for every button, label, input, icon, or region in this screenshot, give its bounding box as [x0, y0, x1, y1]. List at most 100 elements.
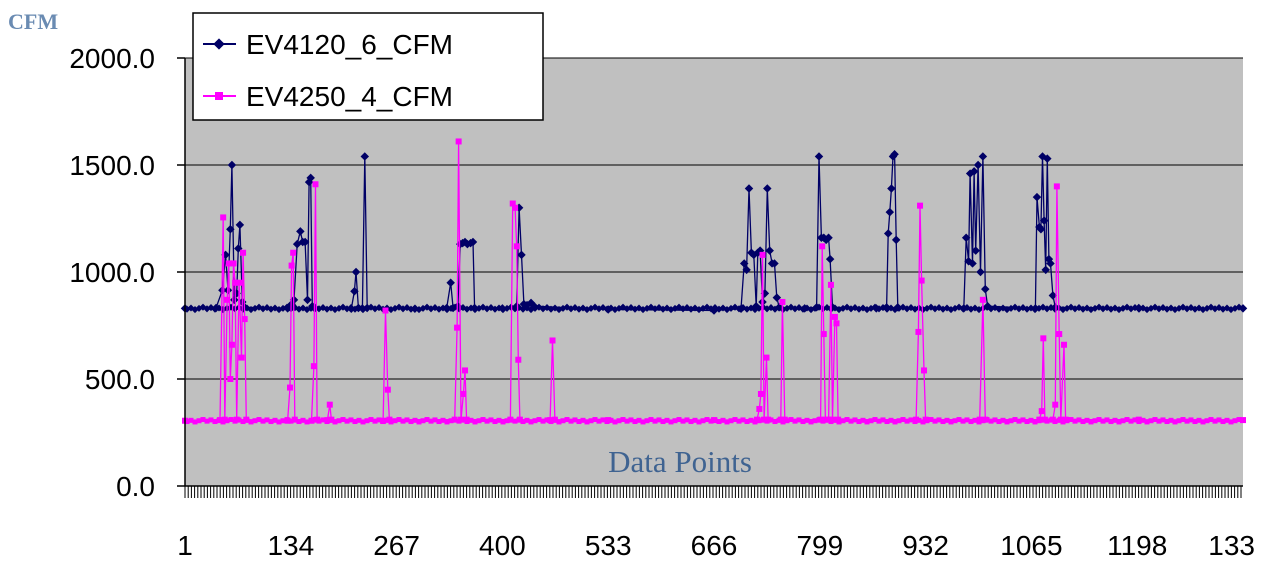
- series-marker: [551, 416, 558, 423]
- series-marker: [772, 419, 778, 425]
- series-marker: [232, 279, 239, 286]
- series-marker: [332, 419, 338, 425]
- series-marker: [761, 416, 768, 423]
- series-marker: [880, 417, 886, 423]
- series-marker: [893, 303, 903, 312]
- series-marker: [952, 418, 958, 424]
- series-marker: [740, 417, 746, 423]
- series-marker: [825, 254, 835, 264]
- series-marker: [238, 354, 245, 361]
- x-tick-label: 400: [479, 530, 526, 561]
- series-marker: [296, 419, 302, 425]
- series-marker: [396, 417, 402, 423]
- series-marker: [528, 419, 534, 425]
- series-marker: [624, 418, 630, 424]
- series-marker: [900, 417, 906, 423]
- series-marker: [312, 181, 319, 188]
- series-marker: [915, 328, 922, 335]
- series-marker: [1132, 417, 1138, 423]
- series-marker: [380, 417, 387, 424]
- series-marker: [512, 204, 519, 211]
- series-marker: [770, 259, 779, 268]
- series-marker: [835, 416, 842, 423]
- series-marker: [1216, 417, 1222, 423]
- series-marker: [221, 416, 228, 423]
- series-marker: [1164, 419, 1170, 425]
- series-marker: [632, 419, 638, 425]
- series-marker: [556, 419, 562, 425]
- series-marker: [352, 419, 358, 425]
- series-marker: [1062, 416, 1069, 423]
- series-marker: [290, 249, 297, 256]
- series-marker: [736, 418, 742, 424]
- legend-label-series-1: EV4120_6_CFM: [246, 29, 453, 60]
- series-marker: [876, 418, 882, 424]
- series-marker: [1052, 401, 1059, 408]
- series-marker: [996, 419, 1002, 425]
- series-marker: [532, 418, 538, 424]
- series-marker: [344, 418, 350, 424]
- series-marker: [640, 419, 646, 425]
- series-marker: [1108, 419, 1114, 425]
- series-marker: [1160, 417, 1166, 423]
- series-marker: [241, 316, 248, 323]
- series-marker: [1053, 183, 1060, 190]
- series-marker: [404, 417, 410, 423]
- series-marker: [1135, 416, 1142, 423]
- series-marker: [436, 419, 442, 425]
- series-marker: [364, 418, 370, 424]
- legend-box: [192, 12, 544, 121]
- series-marker: [664, 417, 670, 423]
- series-marker: [500, 419, 506, 425]
- series-marker: [1041, 416, 1048, 423]
- series-marker: [904, 418, 910, 424]
- series-marker: [603, 305, 613, 314]
- series-marker: [1068, 417, 1074, 423]
- series-marker: [455, 138, 462, 145]
- series-marker: [704, 417, 710, 423]
- series-marker: [412, 417, 418, 423]
- series-marker: [584, 419, 590, 425]
- series-marker: [1049, 416, 1056, 423]
- series-marker: [1000, 417, 1006, 423]
- series-marker: [913, 416, 920, 423]
- series-marker: [972, 417, 978, 423]
- x-axis-label: Data Points: [608, 444, 752, 479]
- series-marker: [451, 416, 458, 423]
- series-marker: [936, 417, 942, 423]
- y-axis-label: CFM: [8, 9, 58, 34]
- series-marker: [1016, 418, 1022, 424]
- series-marker: [228, 417, 234, 423]
- series-marker: [440, 417, 446, 423]
- series-marker: [468, 417, 474, 423]
- series-marker: [507, 416, 514, 423]
- series-marker: [524, 417, 530, 423]
- series-marker: [235, 220, 245, 230]
- series-marker: [564, 417, 570, 423]
- series-marker: [188, 417, 194, 423]
- series-marker: [324, 417, 331, 424]
- series-marker: [777, 416, 784, 423]
- series-marker: [416, 419, 422, 425]
- series-marker: [300, 417, 306, 423]
- series-marker: [420, 418, 426, 424]
- series-marker: [1236, 417, 1242, 423]
- series-marker: [488, 417, 494, 423]
- series-marker: [800, 304, 809, 313]
- series-marker: [308, 417, 315, 424]
- series-marker: [200, 417, 206, 423]
- series-marker: [672, 418, 678, 424]
- series-marker: [948, 419, 954, 425]
- series-marker: [892, 419, 898, 425]
- y-tick-label: 2000.0: [69, 43, 155, 74]
- series-marker: [1104, 417, 1110, 423]
- series-marker: [248, 419, 254, 425]
- series-marker: [711, 417, 717, 424]
- series-marker: [796, 417, 802, 423]
- series-marker: [779, 298, 786, 305]
- series-marker: [233, 416, 240, 423]
- series-marker: [728, 418, 734, 424]
- series-marker: [484, 418, 490, 424]
- series-marker: [372, 418, 378, 424]
- series-marker: [348, 417, 354, 423]
